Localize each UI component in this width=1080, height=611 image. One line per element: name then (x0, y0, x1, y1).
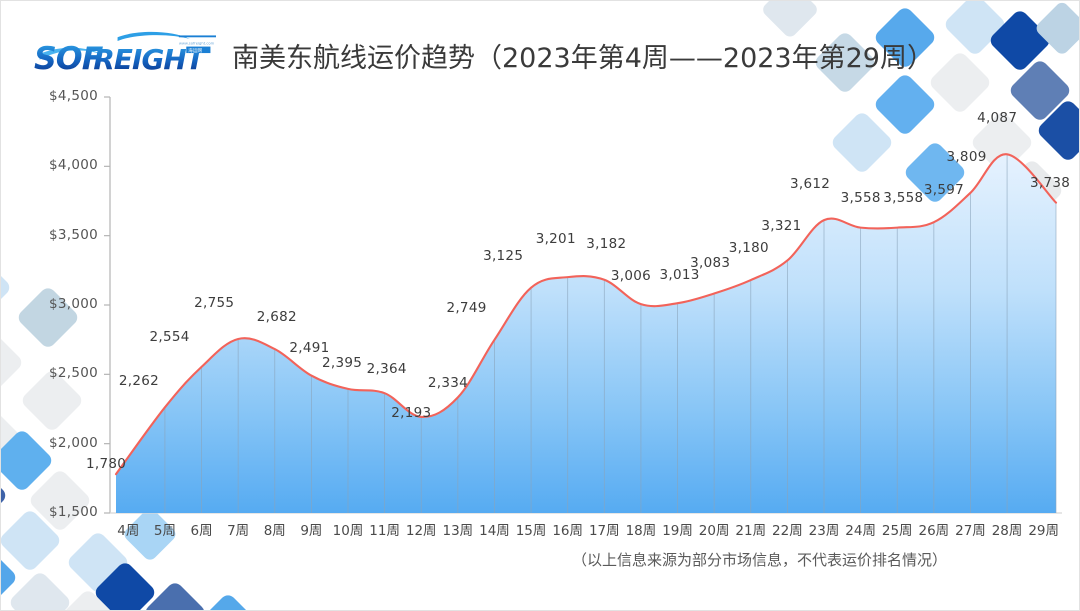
x-axis-label: 18周 (625, 523, 657, 539)
sofreight-logo: SOF REIGHT www.sofreight.com 海运网 (34, 31, 216, 77)
y-axis-label: $2,000 (48, 434, 98, 451)
x-axis-label: 20周 (698, 523, 730, 539)
x-axis-label: 6周 (190, 523, 213, 539)
footnote: （以上信息来源为部分市场信息，不代表运价排名情况） (572, 551, 948, 569)
x-axis-label: 25周 (881, 523, 913, 539)
x-axis-label: 10周 (332, 523, 364, 539)
data-point-label: 3,809 (946, 148, 987, 165)
data-point-label: 3,558 (883, 189, 924, 206)
data-point-label: 2,193 (391, 404, 432, 421)
x-axis-label: 14周 (479, 523, 510, 539)
data-point-label: 3,125 (483, 247, 524, 264)
data-point-label: 3,321 (761, 218, 802, 235)
x-axis-label: 29周 (1028, 523, 1060, 539)
x-axis-label: 24周 (845, 523, 876, 539)
x-axis-label: 26周 (918, 523, 950, 539)
y-axis-ticks (104, 96, 110, 514)
data-point-label: 3,612 (790, 176, 831, 193)
svg-text:www.sofreight.com: www.sofreight.com (179, 42, 215, 46)
data-point-label: 3,597 (923, 182, 964, 199)
chart-header: SOF REIGHT www.sofreight.com 海运网 南美东航线运价… (0, 0, 1080, 98)
x-axis-label: 22周 (772, 523, 803, 539)
page-title: 南美东航线运价趋势（2023年第4周——2023年第29周） (232, 43, 934, 74)
trend-line (114, 153, 1058, 476)
data-point-label: 3,201 (535, 231, 576, 248)
data-point-label: 3,738 (1030, 174, 1071, 191)
x-axis-label: 15周 (515, 523, 547, 539)
data-point-label: 3,182 (586, 235, 627, 252)
data-point-label: 3,180 (728, 240, 769, 257)
data-point-label: 2,364 (366, 361, 407, 378)
x-axis-label: 11周 (369, 523, 400, 539)
x-axis-label: 21周 (735, 523, 767, 539)
area-fill (116, 154, 1056, 513)
data-point-label: 2,262 (118, 373, 160, 390)
x-axis-label: 23周 (808, 523, 840, 539)
data-point-label: 2,395 (322, 354, 363, 371)
data-point-label: 2,554 (149, 328, 190, 345)
x-axis-label: 17周 (588, 523, 620, 539)
data-point-label: 3,083 (690, 255, 731, 272)
data-point-label: 2,334 (427, 375, 468, 392)
data-point-label: 2,491 (289, 339, 330, 356)
x-axis-label: 8周 (263, 523, 286, 539)
y-axis-label: $4,000 (48, 157, 98, 174)
x-axis-label: 9周 (300, 523, 323, 539)
y-axis-label: $3,000 (48, 296, 98, 312)
data-point-label: 2,682 (256, 309, 297, 326)
data-point-label: 2,749 (446, 299, 487, 316)
x-axis-label: 12周 (405, 523, 437, 539)
data-point-label: 1,780 (86, 456, 127, 473)
data-point-label: 3,013 (659, 267, 700, 284)
x-axis-label: 16周 (552, 523, 584, 539)
x-axis-label: 28周 (991, 523, 1023, 539)
data-point-label: 3,006 (610, 268, 652, 285)
x-axis-label: 7周 (227, 523, 250, 539)
data-point-label: 4,087 (977, 110, 1018, 127)
y-axis-label: $3,500 (48, 226, 98, 243)
y-axis-label: $2,500 (48, 365, 98, 382)
data-point-label: 2,755 (194, 294, 235, 311)
x-axis-label: 27周 (955, 523, 986, 539)
data-point-label: 3,558 (840, 189, 881, 206)
x-axis-label: 19周 (662, 523, 693, 539)
category-divider-lines (164, 154, 1057, 513)
y-axis-label: $4,500 (48, 88, 98, 104)
svg-text:SOF: SOF (34, 41, 104, 77)
y-axis-label: $1,500 (48, 504, 98, 520)
svg-text:海运网: 海运网 (188, 47, 202, 54)
x-axis-label: 13周 (442, 523, 474, 539)
